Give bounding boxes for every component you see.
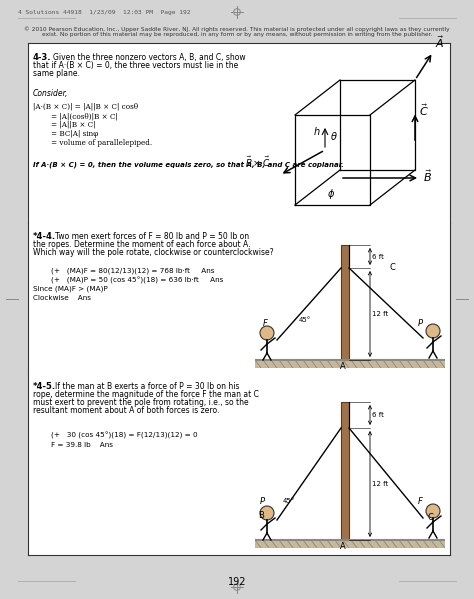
Text: $\vec{A}$: $\vec{A}$	[435, 34, 445, 50]
Text: 12 ft: 12 ft	[372, 311, 388, 317]
Text: Since (MA)F > (MA)P: Since (MA)F > (MA)P	[33, 286, 108, 292]
Text: the ropes. Determine the moment of each force about A.: the ropes. Determine the moment of each …	[33, 240, 250, 249]
Text: Consider,: Consider,	[33, 89, 68, 98]
Text: 192: 192	[228, 577, 246, 587]
Text: *4-5.: *4-5.	[33, 382, 56, 391]
Text: If the man at B exerts a force of P = 30 lb on his: If the man at B exerts a force of P = 30…	[55, 382, 239, 391]
Text: C: C	[428, 513, 434, 522]
Text: F = 39.8 lb    Ans: F = 39.8 lb Ans	[51, 442, 113, 448]
Circle shape	[260, 506, 274, 520]
Text: P: P	[418, 319, 423, 328]
Text: B: B	[258, 511, 264, 520]
Text: $h$: $h$	[313, 125, 320, 137]
Text: 12 ft: 12 ft	[372, 481, 388, 487]
Text: |A·(B × C)| = |A||B × C| cosθ: |A·(B × C)| = |A||B × C| cosθ	[33, 103, 138, 111]
Text: 6 ft: 6 ft	[372, 254, 384, 260]
Bar	[341, 402, 349, 540]
Text: $\vec{B}$: $\vec{B}$	[423, 168, 432, 184]
Text: (+   (MA)F = 80(12/13)(12) = 768 lb·ft     Ans: (+ (MA)F = 80(12/13)(12) = 768 lb·ft Ans	[51, 268, 215, 274]
Text: *4-4.: *4-4.	[33, 232, 56, 241]
Text: $\vec{B}\times\vec{C}$: $\vec{B}\times\vec{C}$	[245, 155, 270, 169]
Text: © 2010 Pearson Education, Inc., Upper Saddle River, NJ. All rights reserved. Thi: © 2010 Pearson Education, Inc., Upper Sa…	[24, 26, 450, 32]
Text: A: A	[340, 542, 346, 551]
Text: resultant moment about A of both forces is zero.: resultant moment about A of both forces …	[33, 406, 219, 415]
Text: same plane.: same plane.	[33, 69, 80, 78]
Bar	[255, 540, 445, 548]
Text: C: C	[390, 264, 396, 273]
Text: F: F	[418, 497, 423, 506]
Text: exist. No portion of this material may be reproduced, in any form or by any mean: exist. No portion of this material may b…	[42, 32, 432, 37]
Text: = |A|(cosθ)|B × C|: = |A|(cosθ)|B × C|	[51, 112, 118, 120]
Text: $\vec{C}$: $\vec{C}$	[419, 102, 429, 118]
Text: must exert to prevent the pole from rotating, i.e., so the: must exert to prevent the pole from rota…	[33, 398, 249, 407]
Text: 45°: 45°	[299, 317, 311, 323]
Text: $\theta$: $\theta$	[330, 130, 338, 142]
Text: = volume of parallelepiped.: = volume of parallelepiped.	[51, 139, 152, 147]
Circle shape	[260, 326, 274, 340]
Text: 4-3.: 4-3.	[33, 53, 52, 62]
Text: If A·(B × C) = 0, then the volume equals zero, so that A, B, and C are coplanar.: If A·(B × C) = 0, then the volume equals…	[33, 161, 344, 168]
Text: Which way will the pole rotate, clockwise or counterclockwise?: Which way will the pole rotate, clockwis…	[33, 248, 273, 257]
Text: 6 ft: 6 ft	[372, 412, 384, 418]
Text: P: P	[260, 497, 265, 506]
Circle shape	[426, 504, 440, 518]
Text: A: A	[340, 362, 346, 371]
Text: F: F	[263, 319, 268, 328]
Text: Two men exert forces of F = 80 lb and P = 50 lb on: Two men exert forces of F = 80 lb and P …	[55, 232, 249, 241]
Bar	[255, 360, 445, 368]
Text: Given the three nonzero vectors A, B, and C, show: Given the three nonzero vectors A, B, an…	[53, 53, 246, 62]
Text: = |A||B × C|: = |A||B × C|	[51, 121, 96, 129]
Circle shape	[426, 324, 440, 338]
Text: = BC|A| sinφ: = BC|A| sinφ	[51, 130, 99, 138]
Text: Clockwise    Ans: Clockwise Ans	[33, 295, 91, 301]
Text: (+   (MA)P = 50 (cos 45°)(18) = 636 lb·ft     Ans: (+ (MA)P = 50 (cos 45°)(18) = 636 lb·ft …	[51, 277, 223, 284]
Text: (+   30 (cos 45°)(18) = F(12/13)(12) = 0: (+ 30 (cos 45°)(18) = F(12/13)(12) = 0	[51, 432, 198, 439]
Text: 45°: 45°	[283, 498, 295, 504]
Text: $\phi$: $\phi$	[327, 187, 335, 201]
Text: rope, determine the magnitude of the force F the man at C: rope, determine the magnitude of the for…	[33, 390, 259, 399]
Text: that if A·(B × C) = 0, the three vectors must lie in the: that if A·(B × C) = 0, the three vectors…	[33, 61, 238, 70]
Bar	[341, 245, 349, 360]
Text: 4 Solutions 44918  1/23/09  12:03 PM  Page 192: 4 Solutions 44918 1/23/09 12:03 PM Page …	[18, 10, 191, 15]
